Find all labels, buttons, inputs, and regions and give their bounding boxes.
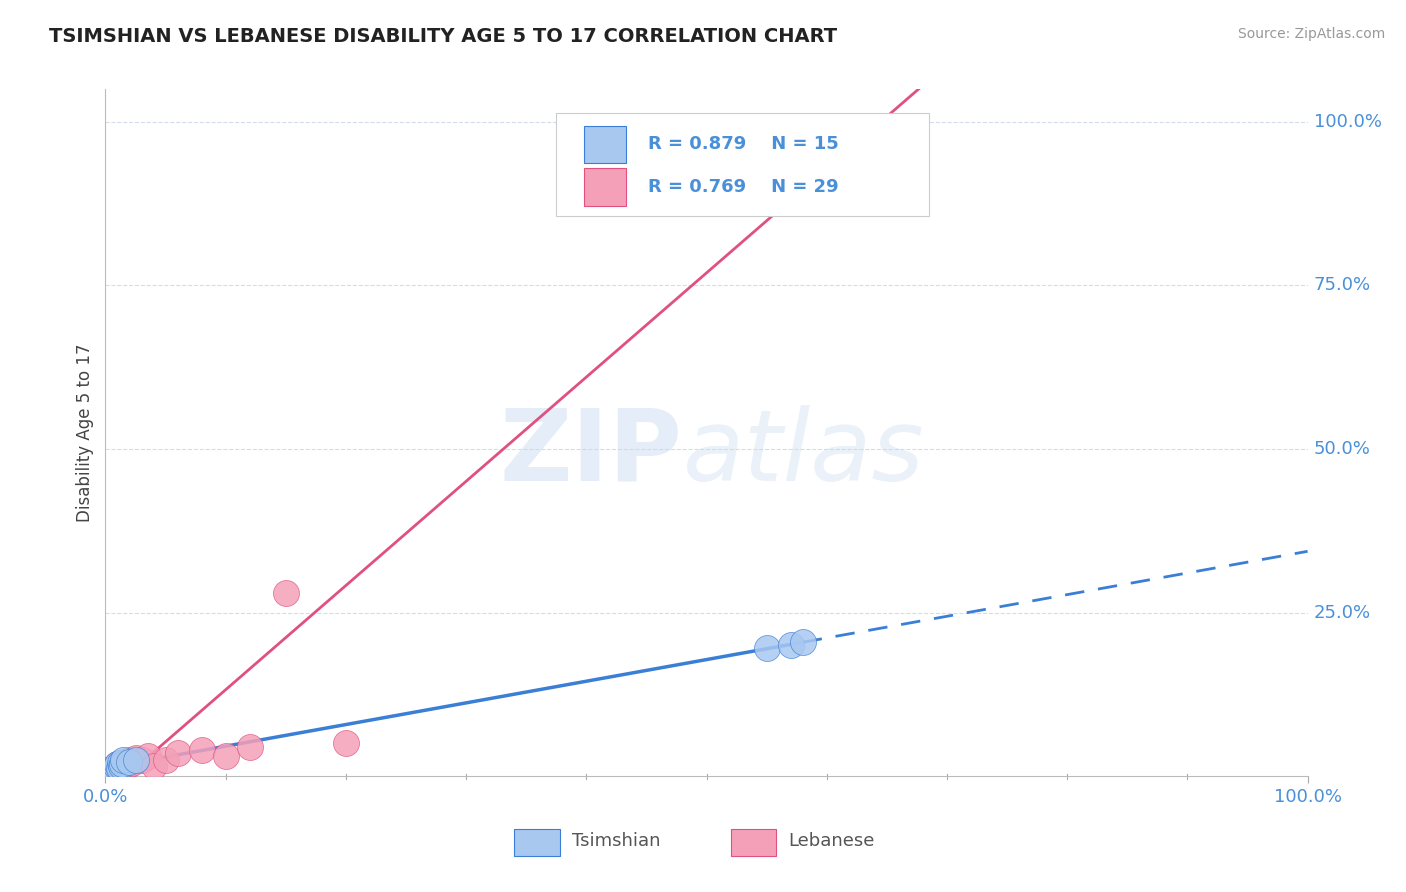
- Point: [118, 753, 141, 767]
- Point: [104, 764, 127, 778]
- Point: [190, 743, 212, 757]
- Point: [107, 763, 129, 777]
- Point: [214, 749, 236, 764]
- Point: [103, 761, 125, 775]
- Point: [100, 763, 122, 777]
- Point: [121, 756, 143, 770]
- Point: [755, 135, 778, 149]
- Point: [124, 750, 146, 764]
- Point: [107, 757, 129, 772]
- Point: [124, 753, 146, 767]
- Text: R = 0.769    N = 29: R = 0.769 N = 29: [648, 178, 838, 196]
- Point: [118, 755, 141, 769]
- Text: 100.0%: 100.0%: [1313, 113, 1382, 131]
- Point: [792, 635, 814, 649]
- Text: TSIMSHIAN VS LEBANESE DISABILITY AGE 5 TO 17 CORRELATION CHART: TSIMSHIAN VS LEBANESE DISABILITY AGE 5 T…: [49, 27, 838, 45]
- Point: [110, 759, 132, 773]
- Text: 25.0%: 25.0%: [1313, 604, 1371, 622]
- Text: atlas: atlas: [682, 405, 924, 501]
- Point: [100, 764, 122, 778]
- Point: [105, 759, 128, 773]
- Point: [779, 638, 801, 652]
- Point: [115, 759, 138, 773]
- Point: [108, 756, 131, 770]
- Point: [110, 759, 132, 773]
- FancyBboxPatch shape: [515, 829, 560, 856]
- Point: [155, 753, 177, 767]
- Point: [105, 759, 128, 773]
- Point: [274, 586, 297, 600]
- Text: 50.0%: 50.0%: [1313, 440, 1371, 458]
- Point: [104, 764, 127, 778]
- Point: [114, 755, 136, 769]
- FancyBboxPatch shape: [583, 169, 626, 206]
- FancyBboxPatch shape: [583, 126, 626, 163]
- Text: R = 0.879    N = 15: R = 0.879 N = 15: [648, 136, 838, 153]
- Y-axis label: Disability Age 5 to 17: Disability Age 5 to 17: [76, 343, 94, 522]
- Point: [755, 641, 778, 656]
- Text: 75.0%: 75.0%: [1313, 277, 1371, 294]
- Point: [142, 759, 165, 773]
- Point: [112, 753, 135, 767]
- Text: ZIP: ZIP: [499, 405, 682, 501]
- FancyBboxPatch shape: [731, 829, 776, 856]
- Point: [166, 746, 188, 760]
- Point: [131, 753, 153, 767]
- Point: [335, 736, 357, 750]
- Text: Tsimshian: Tsimshian: [572, 832, 661, 850]
- Point: [107, 761, 129, 775]
- Point: [112, 757, 135, 772]
- Point: [239, 739, 262, 754]
- Point: [103, 761, 125, 775]
- Point: [107, 757, 129, 772]
- FancyBboxPatch shape: [557, 113, 929, 216]
- Text: Source: ZipAtlas.com: Source: ZipAtlas.com: [1237, 27, 1385, 41]
- Point: [111, 761, 134, 775]
- Point: [111, 757, 134, 772]
- Text: Lebanese: Lebanese: [789, 832, 875, 850]
- Point: [98, 765, 121, 780]
- Point: [101, 763, 124, 777]
- Point: [108, 756, 131, 770]
- Point: [136, 749, 159, 764]
- Point: [107, 761, 129, 775]
